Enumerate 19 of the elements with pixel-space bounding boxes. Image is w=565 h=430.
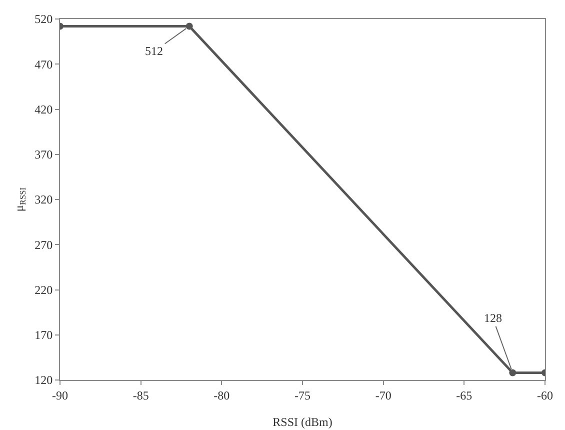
y-tick-label: 470 [34, 57, 53, 72]
x-tick-label: -60 [537, 388, 553, 402]
y-tick-label: 270 [34, 238, 53, 252]
x-tick-label: -80 [214, 388, 230, 402]
y-tick-label: 520 [34, 12, 53, 26]
y-tick-label: 370 [34, 148, 53, 162]
y-tick-label: 120 [34, 373, 53, 388]
y-tick-label: 170 [34, 328, 53, 342]
annotation: 128 [484, 311, 502, 325]
x-tick-label: -90 [52, 388, 68, 402]
x-tick-label: -70 [375, 388, 392, 402]
x-tick-label: -85 [132, 388, 149, 402]
y-tick-label: 420 [34, 102, 53, 116]
x-axis-title: RSSI (dBm) [272, 415, 332, 429]
x-tick-label: -65 [456, 388, 472, 402]
annotation: 512 [145, 44, 163, 58]
y-tick-label: 220 [34, 282, 53, 297]
y-tick-label: 320 [34, 192, 53, 207]
x-tick-label: -75 [294, 388, 310, 402]
